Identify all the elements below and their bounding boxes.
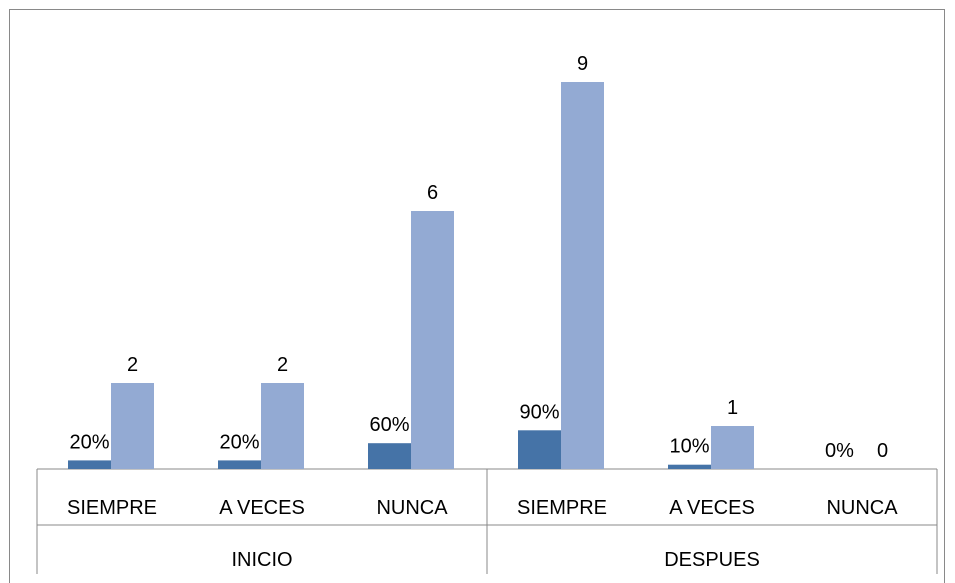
- data-label-s2-4: 9: [577, 53, 588, 75]
- data-label-s2-5: 1: [727, 397, 738, 419]
- data-label-s1-6: 0%: [825, 440, 854, 462]
- data-label-s2-2: 2: [277, 354, 288, 376]
- bar-s1-3: [368, 443, 411, 469]
- x-tick-label-1: SIEMPRE: [67, 497, 157, 519]
- x-tick-label-4: SIEMPRE: [517, 497, 607, 519]
- bar-s1-5: [668, 464, 711, 469]
- x-group-label-2: DESPUES: [664, 549, 760, 571]
- x-tick-label-3: NUNCA: [376, 497, 448, 519]
- bar-s1-4: [518, 430, 561, 469]
- data-label-s1-4: 90%: [519, 401, 559, 423]
- x-tick-label-6: NUNCA: [826, 497, 898, 519]
- data-label-s1-1: 20%: [69, 431, 109, 453]
- data-label-s1-2: 20%: [219, 431, 259, 453]
- bar-s2-1: [111, 383, 154, 469]
- bar-s2-2: [261, 383, 304, 469]
- chart-frame: [9, 9, 945, 583]
- data-label-s2-1: 2: [127, 354, 138, 376]
- bar-s2-4: [561, 82, 604, 469]
- bar-s1-1: [68, 460, 111, 469]
- data-label-s1-5: 10%: [669, 436, 709, 458]
- bar-s2-3: [411, 211, 454, 469]
- bar-s2-5: [711, 426, 754, 469]
- x-group-label-1: INICIO: [231, 549, 292, 571]
- x-tick-label-2: A VECES: [219, 497, 305, 519]
- data-label-s1-3: 60%: [369, 414, 409, 436]
- data-label-s2-3: 6: [427, 182, 438, 204]
- bar-s1-2: [218, 460, 261, 469]
- x-tick-label-5: A VECES: [669, 497, 755, 519]
- data-label-s2-6: 0: [877, 440, 888, 462]
